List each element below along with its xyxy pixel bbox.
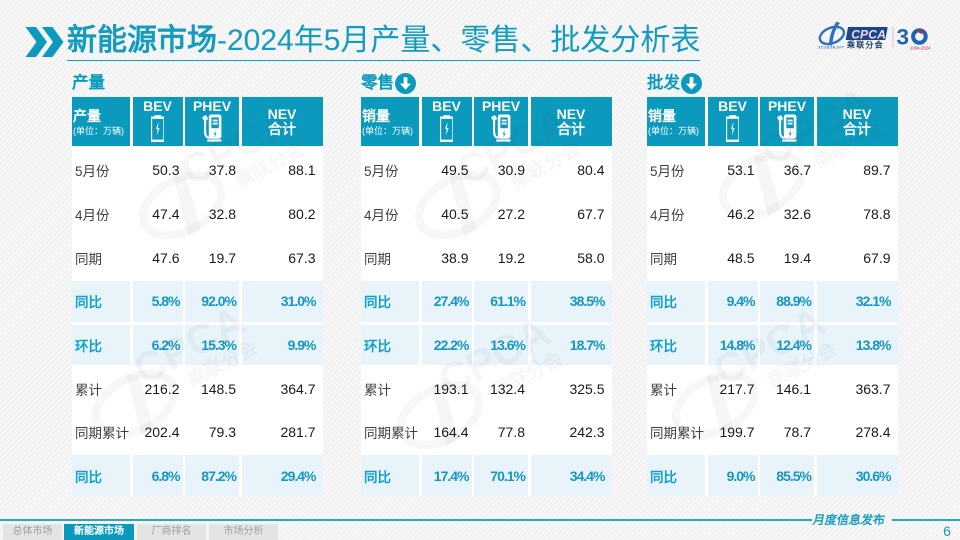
svg-text:乘联分会: 乘联分会 — [846, 39, 884, 49]
svg-text:1994-2024: 1994-2024 — [910, 46, 931, 51]
svg-text:3: 3 — [897, 25, 910, 50]
svg-text:CPCA: CPCA — [851, 28, 886, 42]
svg-text:JCJSJEJVT: JCJSJEJVT — [818, 45, 845, 50]
